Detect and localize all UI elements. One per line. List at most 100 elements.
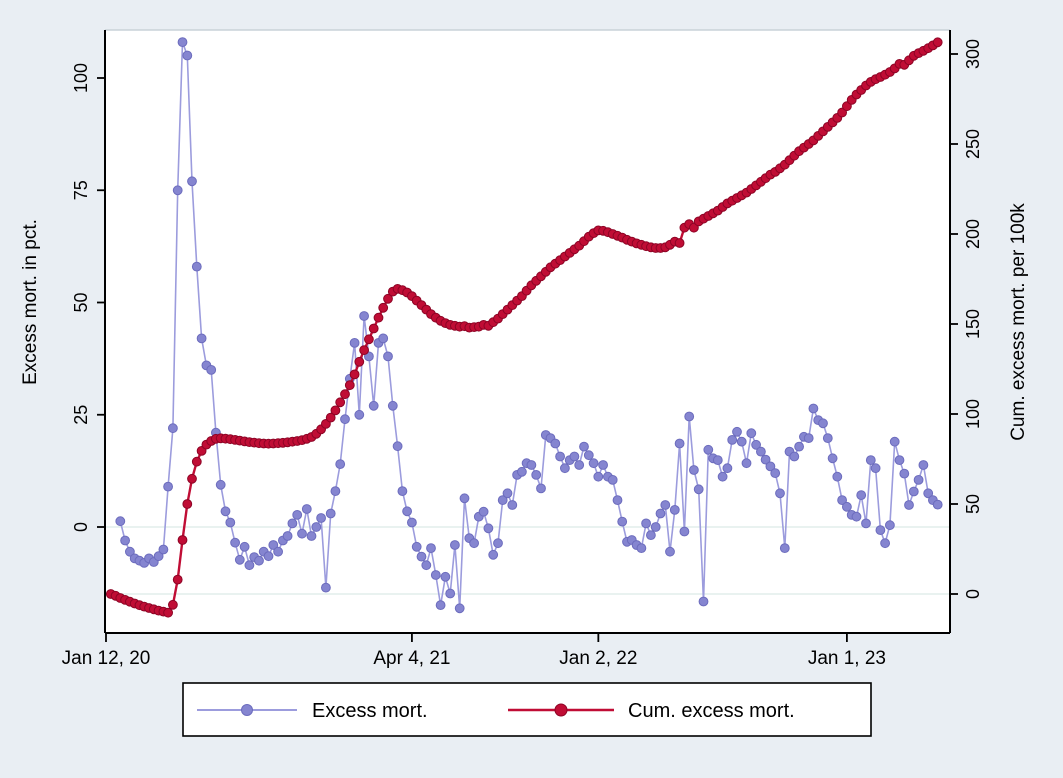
- excess-mort-point: [808, 403, 819, 414]
- excess-mort-point: [517, 466, 527, 477]
- excess-mort-point: [316, 513, 327, 523]
- cum-excess-mort-point: [373, 312, 384, 323]
- excess-mort-point: [741, 458, 752, 469]
- right-tick-label: 100: [963, 399, 983, 429]
- excess-mort-point: [698, 596, 709, 607]
- excess-mort-point: [569, 451, 580, 462]
- excess-mort-point: [292, 510, 303, 520]
- excess-mort-point: [301, 504, 312, 514]
- excess-mort-point: [579, 441, 589, 452]
- excess-mort-point: [426, 543, 436, 553]
- cum-excess-mort-point: [163, 607, 174, 618]
- cum-excess-mort-point: [325, 412, 336, 423]
- excess-mort-point: [359, 311, 370, 321]
- excess-mort-point: [335, 459, 346, 470]
- excess-mort-point: [459, 493, 470, 504]
- excess-mort-point: [875, 525, 886, 535]
- excess-mort-point: [889, 436, 900, 447]
- left-tick-label: 50: [71, 292, 91, 312]
- excess-mort-point: [617, 516, 628, 527]
- excess-mort-point: [818, 418, 828, 429]
- right-axis-title: Cum. excess mort. per 100k: [1008, 203, 1029, 441]
- excess-mort-point: [397, 486, 408, 497]
- cum-excess-mort-point: [359, 345, 370, 356]
- cum-excess-mort-point: [177, 535, 188, 545]
- excess-mort-point: [483, 523, 494, 534]
- excess-mort-point: [775, 488, 785, 499]
- plot-area: [105, 30, 950, 633]
- excess-mort-point: [120, 535, 130, 546]
- excess-mort-point: [392, 441, 403, 452]
- excess-mort-point: [918, 460, 929, 470]
- legend-cum-marker: [554, 703, 568, 717]
- cum-excess-mort-point: [182, 499, 193, 509]
- excess-mort-point: [856, 490, 867, 501]
- excess-mort-point: [368, 400, 379, 411]
- excess-mort-point: [607, 475, 618, 485]
- excess-mort-point: [430, 570, 441, 580]
- cum-excess-mort-point: [932, 37, 943, 48]
- excess-mort-point: [220, 506, 231, 517]
- right-tick-label: 300: [963, 39, 983, 69]
- excess-mort-point: [158, 544, 169, 555]
- excess-mort-point: [861, 518, 871, 529]
- left-tick-label: 100: [71, 63, 91, 93]
- excess-mort-point: [311, 522, 322, 532]
- excess-mort-point: [268, 540, 279, 550]
- excess-mort-point: [550, 438, 561, 449]
- excess-mort-point: [641, 518, 651, 529]
- excess-mort-point: [287, 518, 298, 529]
- excess-mort-point: [177, 37, 188, 47]
- left-tick-label: 25: [71, 405, 91, 425]
- excess-mort-point: [124, 546, 135, 557]
- excess-mort-point: [536, 483, 546, 494]
- cum-excess-mort-point: [187, 473, 197, 484]
- excess-mort-point: [297, 528, 307, 539]
- excess-mort-point: [378, 333, 389, 344]
- excess-mort-point: [894, 455, 905, 466]
- excess-mort-point: [321, 582, 331, 593]
- excess-mort-point: [674, 438, 685, 449]
- legend: Excess mort. Cum. excess mort.: [182, 682, 872, 737]
- cum-excess-mort-point: [168, 599, 178, 610]
- excess-mort-point: [383, 351, 393, 362]
- x-tick-label: Apr 4, 21: [373, 648, 450, 669]
- excess-mort-point: [153, 551, 164, 562]
- excess-mort-point: [655, 508, 666, 519]
- cum-excess-mort-point: [674, 238, 685, 248]
- cum-excess-mort-point: [191, 456, 202, 467]
- excess-mort-point: [230, 537, 241, 548]
- cum-excess-mort-point: [383, 293, 393, 304]
- cum-excess-mort-point: [335, 397, 346, 408]
- excess-mort-point: [660, 500, 671, 510]
- excess-mort-point: [732, 426, 742, 437]
- cum-excess-mort-point: [172, 574, 183, 585]
- excess-mort-point: [832, 471, 843, 482]
- excess-mort-point: [402, 506, 413, 517]
- excess-mort-point: [593, 471, 604, 482]
- x-tick-label: Jan 1, 23: [808, 648, 886, 669]
- excess-mort-point: [865, 455, 876, 466]
- excess-mort-point: [650, 522, 661, 532]
- excess-mort-point: [665, 546, 675, 557]
- excess-mort-point: [684, 411, 695, 422]
- excess-mort-point: [163, 481, 174, 492]
- excess-mort-point: [531, 470, 542, 480]
- excess-mort-point: [507, 500, 518, 510]
- excess-mort-point: [239, 541, 250, 552]
- right-tick-label: 0: [963, 589, 983, 599]
- excess-mort-point: [751, 439, 761, 450]
- right-tick-label: 250: [963, 129, 983, 159]
- excess-mort-point: [880, 538, 890, 549]
- excess-mort-point: [497, 495, 508, 506]
- right-tick-label: 200: [963, 219, 983, 249]
- right-tick-label: 50: [963, 494, 983, 514]
- legend-cum-label: Cum. excess mort.: [628, 700, 795, 722]
- excess-mort-point: [478, 506, 489, 517]
- excess-mort-point: [244, 560, 255, 571]
- excess-mort-point: [488, 549, 499, 560]
- excess-mort-point: [206, 365, 217, 375]
